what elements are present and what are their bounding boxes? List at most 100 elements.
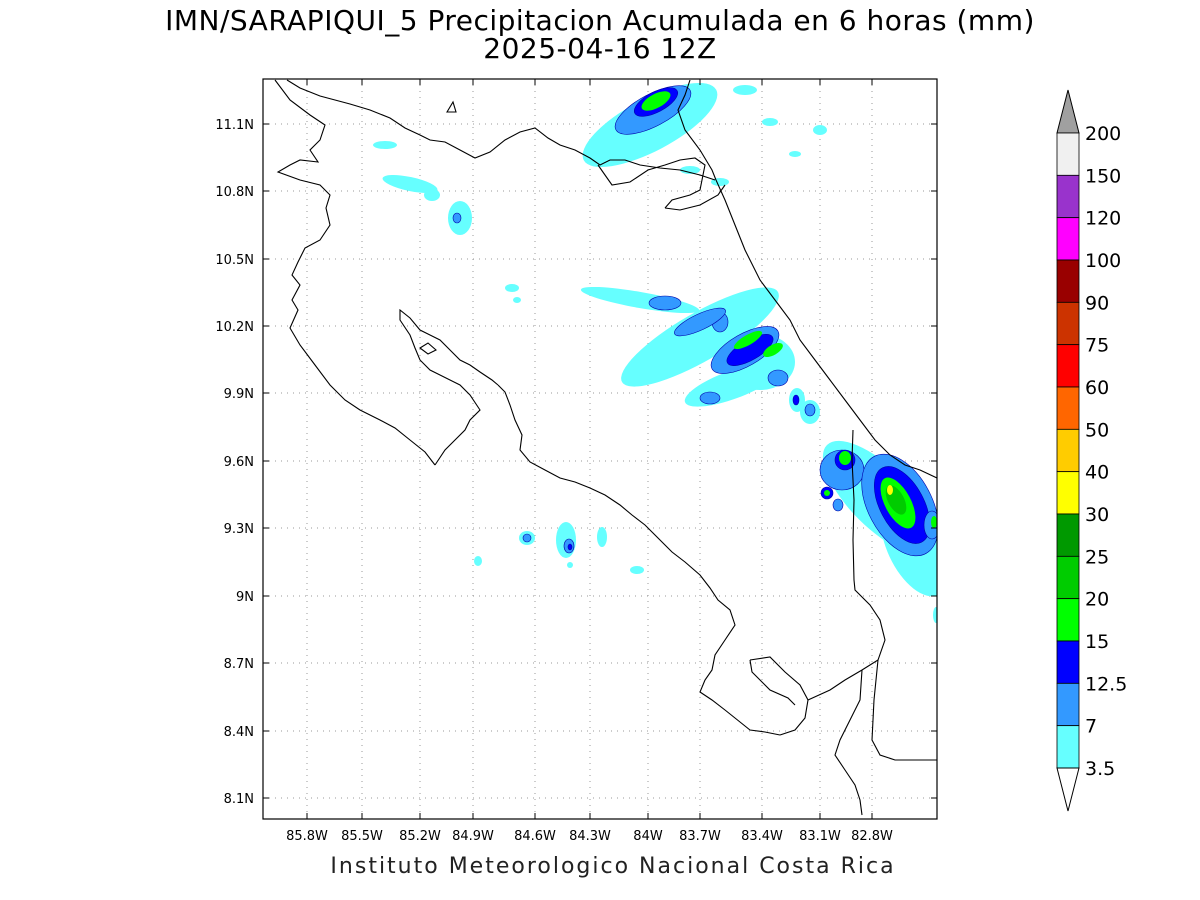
- x-tick-label: 85.2W: [399, 829, 441, 844]
- precipitation-field: [373, 82, 937, 623]
- y-tick-label: 9.9N: [224, 387, 254, 402]
- y-tick-label: 8.1N: [224, 792, 254, 807]
- colorbar-swatch: [1056, 598, 1080, 642]
- colorbar-level-label: 50: [1085, 419, 1109, 441]
- x-tick-label: 84.6W: [514, 829, 556, 844]
- colorbar-level-label: 100: [1085, 250, 1121, 272]
- colorbar-swatch: [1056, 725, 1080, 769]
- precip-blob: [680, 166, 700, 174]
- map-frame: [262, 78, 938, 820]
- colorbar: 200 150 120 100 90 75 60 50 40 30 25 20 15 12.5 7 3.5: [1056, 89, 1127, 812]
- precip-blob: [931, 516, 937, 528]
- precip-blob: [674, 307, 726, 337]
- x-tick-label: 84.9W: [452, 829, 494, 844]
- precip-blob: [474, 556, 482, 566]
- precip-blob: [887, 485, 893, 495]
- precip-blob: [832, 498, 844, 512]
- colorbar-level-label: 150: [1085, 165, 1121, 187]
- colorbar-swatch: [1056, 513, 1080, 557]
- colorbar-swatch: [1056, 428, 1080, 473]
- precip-blob: [641, 91, 671, 111]
- x-tick-label: 83.7W: [679, 829, 721, 844]
- colorbar-level-label: 30: [1085, 504, 1109, 526]
- colorbar-swatch: [1056, 555, 1080, 600]
- colorbar-level-label: 20: [1085, 589, 1109, 611]
- x-axis-labels: 85.8W 85.5W 85.2W 84.9W 84.6W 84.3W 84W 83.7W 83…: [286, 829, 893, 844]
- colorbar-swatch: [1056, 682, 1080, 727]
- y-tick-label: 10.2N: [215, 320, 254, 335]
- colorbar-level-label: 200: [1085, 123, 1121, 145]
- colorbar-swatch: [1056, 259, 1080, 303]
- x-tick-label: 82.8W: [851, 829, 893, 844]
- colorbar-level-label: 60: [1085, 377, 1109, 399]
- credit-text: Instituto Meteorologico Nacional Costa R…: [330, 854, 896, 879]
- precip-blob: [424, 189, 440, 201]
- colorbar-swatch: [1056, 344, 1080, 388]
- y-tick-label: 10.5N: [215, 253, 254, 268]
- precip-blob: [767, 369, 789, 387]
- precip-blob: [762, 118, 778, 126]
- colorbar-level-label: 25: [1085, 546, 1109, 568]
- colorbar-level-label: 120: [1085, 208, 1121, 230]
- colorbar-swatch: [1056, 132, 1080, 176]
- precip-blob: [567, 562, 573, 568]
- precip-blob: [580, 286, 700, 314]
- colorbar-swatch: [1056, 174, 1080, 219]
- precip-blob: [813, 125, 827, 135]
- precip-blob: [933, 607, 937, 623]
- precip-blob: [733, 330, 763, 350]
- precip-blob: [597, 527, 607, 547]
- axis-ticks: [263, 79, 937, 819]
- colorbar-level-label: 12.5: [1085, 673, 1127, 695]
- colorbar-level-label: 7: [1085, 716, 1097, 738]
- x-tick-label: 83.4W: [741, 829, 783, 844]
- y-tick-label: 10.8N: [215, 185, 254, 200]
- colorbar-swatch: [1056, 386, 1080, 430]
- precip-blob: [522, 533, 532, 543]
- x-tick-label: 85.8W: [286, 829, 328, 844]
- x-tick-label: 83.1W: [799, 829, 841, 844]
- map-date: 2025-04-16 12Z: [483, 32, 717, 65]
- precip-blob: [513, 297, 521, 303]
- colorbar-level-label: 40: [1085, 462, 1109, 484]
- colorbar-level-label: 15: [1085, 631, 1109, 653]
- x-tick-label: 84W: [633, 829, 663, 844]
- precip-blob: [733, 85, 757, 95]
- precip-blob: [839, 451, 851, 465]
- colorbar-bottom-triangle: [1056, 767, 1080, 812]
- precip-blob: [382, 175, 438, 193]
- colorbar-swatch: [1056, 471, 1080, 515]
- colorbar-level-label: 75: [1085, 335, 1109, 357]
- precip-blob: [699, 391, 721, 405]
- y-tick-label: 8.4N: [224, 725, 254, 740]
- x-tick-label: 84.3W: [569, 829, 611, 844]
- precip-blob: [824, 490, 830, 496]
- y-tick-label: 11.1N: [215, 118, 254, 133]
- precip-blob: [804, 403, 816, 417]
- colorbar-top-triangle: [1056, 89, 1080, 134]
- precip-blob: [763, 343, 783, 357]
- colorbar-level-label: 3.5: [1085, 758, 1115, 780]
- precip-blob: [505, 284, 519, 292]
- colorbar-swatch: [1056, 301, 1080, 346]
- coastlines-and-borders: [274, 79, 937, 816]
- precip-blob: [373, 141, 397, 149]
- colorbar-swatch: [1056, 217, 1080, 261]
- precip-blob: [621, 287, 779, 387]
- y-tick-label: 9N: [236, 590, 254, 605]
- y-tick-label: 9.3N: [224, 522, 254, 537]
- colorbar-level-label: 90: [1085, 292, 1109, 314]
- precip-blob: [567, 543, 573, 551]
- precip-blob: [792, 394, 800, 406]
- precip-blob: [648, 295, 682, 311]
- y-axis-labels: 11.1N 10.8N 10.5N 10.2N 9.9N 9.6N 9.3N 9N 8.7N 8.…: [215, 118, 254, 807]
- y-tick-label: 8.7N: [224, 657, 254, 672]
- y-tick-label: 9.6N: [224, 455, 254, 470]
- colorbar-swatch: [1056, 640, 1080, 684]
- precip-blob: [789, 151, 801, 157]
- x-tick-label: 85.5W: [341, 829, 383, 844]
- map-title: IMN/SARAPIQUI_5 Precipitacion Acumulada …: [165, 4, 1035, 37]
- precip-blob: [452, 212, 462, 224]
- precip-blob: [630, 566, 644, 574]
